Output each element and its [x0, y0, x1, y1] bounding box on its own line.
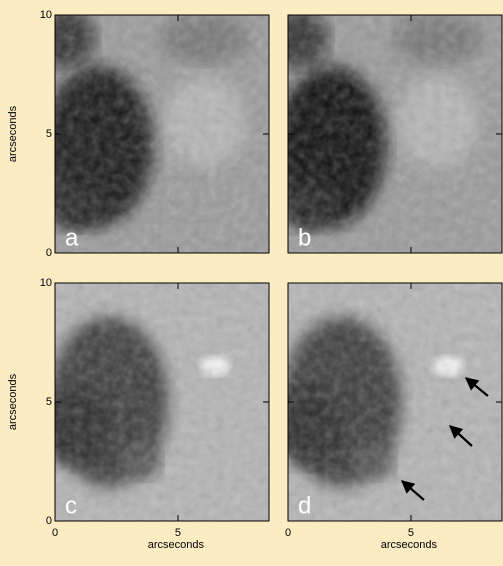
arrows	[401, 377, 489, 501]
solar-image	[55, 283, 269, 521]
x-axis-label: arcseconds	[148, 539, 205, 551]
solar-image	[55, 15, 269, 253]
image-grain	[288, 15, 502, 253]
y-tick-label: 10	[40, 277, 52, 289]
arrow	[401, 480, 425, 501]
y-axis-label: arcseconds	[7, 373, 19, 430]
arrow	[449, 425, 473, 447]
y-axis-label: arcseconds	[7, 105, 19, 162]
solar-image	[288, 283, 502, 521]
panel: 0 5 0 5 10 arcseconds arcseconds c	[7, 277, 270, 551]
arrow	[464, 377, 489, 397]
x-tick-label: 5	[175, 527, 181, 539]
y-tick-label: 0	[46, 247, 52, 259]
x-tick-label: 5	[408, 527, 414, 539]
panels: 0 5 10 arcseconds a b 0 5 0 5 10 arcseconds arcsecon…	[7, 9, 503, 551]
y-tick-label: 5	[46, 128, 52, 140]
panel: b	[287, 14, 503, 254]
y-tick-label: 0	[46, 515, 52, 527]
image-grain	[55, 283, 269, 521]
y-tick-label: 5	[46, 396, 52, 408]
panel: 0 5 10 arcseconds a	[7, 9, 270, 259]
panel-letter: d	[298, 492, 311, 519]
panel-letter: a	[65, 224, 79, 251]
image-grain	[55, 15, 269, 253]
image-grain	[288, 283, 502, 521]
solar-image	[288, 15, 502, 253]
x-axis-label: arcseconds	[381, 539, 438, 551]
x-tick-label: 0	[285, 527, 291, 539]
y-tick-label: 10	[40, 9, 52, 21]
panel-letter: c	[65, 492, 77, 519]
panel-letter: b	[298, 224, 311, 251]
x-tick-label: 0	[52, 527, 58, 539]
